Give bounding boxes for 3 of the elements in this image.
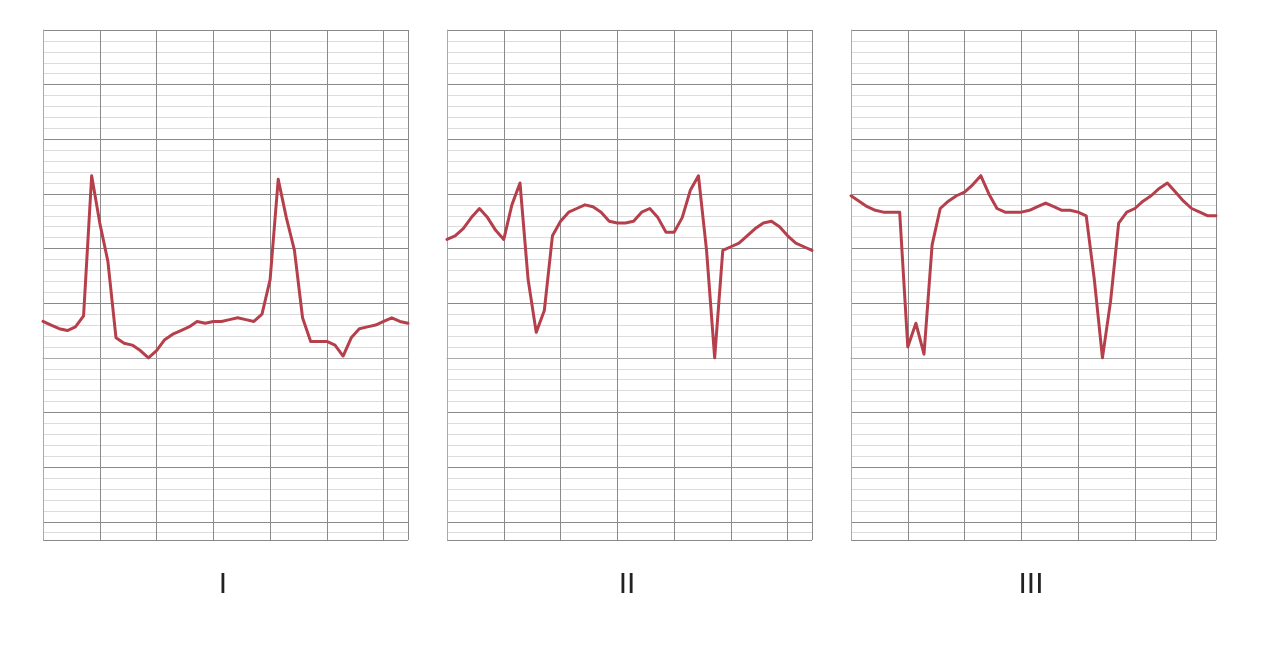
text: II	[618, 565, 636, 599]
text: III	[1018, 565, 1044, 599]
text: I	[218, 565, 228, 599]
